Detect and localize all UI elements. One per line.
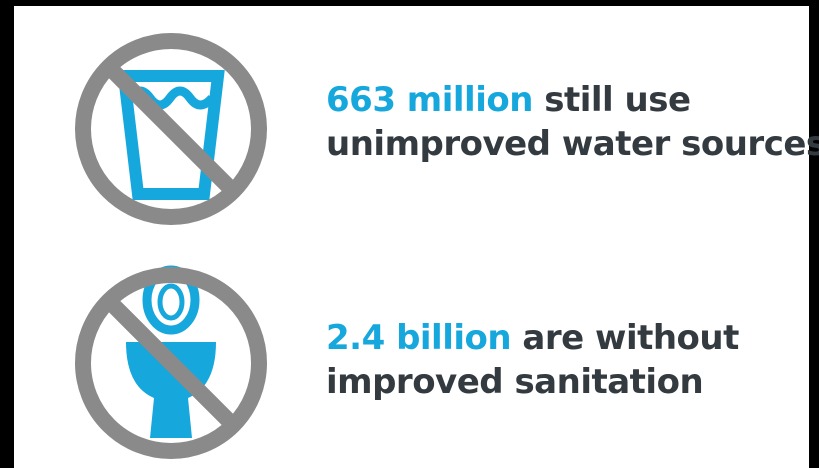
water-stat-line-1-rest: still use xyxy=(533,80,691,120)
no-water-glass-icon xyxy=(66,24,276,234)
sanitation-stat-line-1: 2.4 billion are without xyxy=(326,316,739,360)
sanitation-stat-line-1-rest: are without xyxy=(511,318,739,358)
sanitation-stat-text: 2.4 billion are without improved sanitat… xyxy=(326,316,739,404)
sanitation-stat-highlight: 2.4 billion xyxy=(326,318,511,358)
no-toilet-icon xyxy=(66,258,276,468)
water-stat-line-1: 663 million still use xyxy=(326,78,819,122)
water-stat-highlight: 663 million xyxy=(326,80,533,120)
water-stat-line-2: unimproved water sources xyxy=(326,122,819,166)
sanitation-stat-line-2: improved sanitation xyxy=(326,360,739,404)
water-stat-text: 663 million still use unimproved water s… xyxy=(326,78,819,166)
